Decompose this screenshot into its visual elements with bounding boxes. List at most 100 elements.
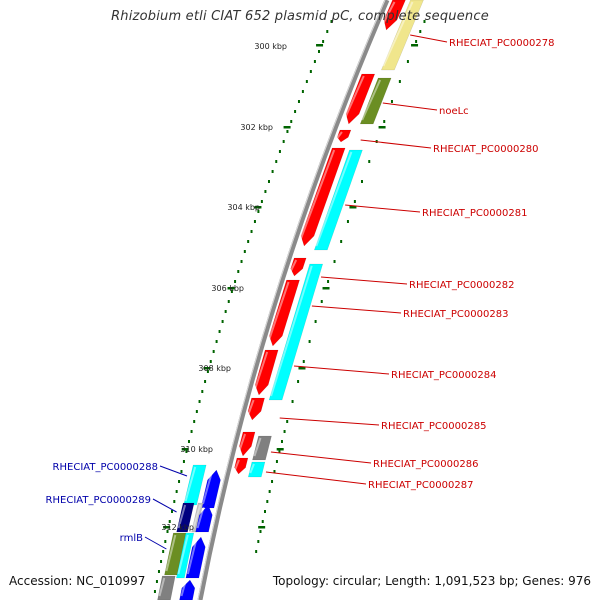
tick-label: 302 kbp	[240, 123, 273, 132]
tick-major-right	[258, 526, 266, 529]
cds-box-navy	[176, 502, 195, 533]
tick-dot-left	[282, 140, 285, 143]
tick-dot-left	[187, 440, 190, 443]
cds-arrow-red	[336, 129, 352, 143]
cds-highlight	[289, 259, 298, 273]
backbone-inner	[197, 0, 386, 601]
tick-dot-left	[278, 150, 281, 153]
tick-dot-left	[206, 370, 209, 373]
gene-label-rheciat-pc0000282[interactable]: RHECIAT_PC0000282	[409, 280, 514, 291]
tick-dot-left	[221, 320, 224, 323]
tick-major-right	[349, 206, 357, 209]
tick-major-right	[411, 44, 419, 47]
leader-line-red	[345, 204, 421, 213]
tick-dot-left	[190, 430, 193, 433]
cds-box-cyan	[313, 149, 363, 251]
leader-line-red	[265, 471, 367, 485]
tick-dot-right	[271, 480, 274, 483]
cds-arrow-red	[239, 431, 256, 457]
tick-dot-right	[314, 320, 317, 323]
tick-dot-left	[253, 220, 256, 223]
cds-highlight	[192, 504, 202, 529]
cds-highlight	[249, 463, 255, 474]
cds-highlight	[180, 581, 187, 597]
tick-dot-left	[257, 210, 260, 213]
tick-dot-left	[195, 410, 198, 413]
gene-label-rheciat-pc0000284[interactable]: RHECIAT_PC0000284	[391, 370, 496, 381]
cds-box-olive	[359, 77, 392, 125]
tick-dot-left	[166, 530, 169, 533]
tick-dot-right	[268, 490, 271, 493]
map-title: Rhizobium etli CIAT 652 plasmid pC, comp…	[111, 9, 489, 24]
tick-dot-left	[294, 110, 297, 113]
tick-dot-right	[398, 80, 401, 83]
cds-arrow-red	[234, 457, 249, 475]
tick-major-left	[283, 126, 291, 129]
gene-label-rheciat-pc0000286[interactable]: RHECIAT_PC0000286	[373, 459, 478, 470]
cds-arrow-red	[345, 73, 376, 125]
gene-label-rheciat-pc0000287[interactable]: RHECIAT_PC0000287	[368, 480, 473, 491]
cds-highlight	[177, 504, 187, 529]
tick-dot-left	[313, 60, 316, 63]
gene-label-rmlb[interactable]: rmlB	[120, 533, 143, 544]
tick-dot-right	[346, 220, 349, 223]
gene-label-rheciat-pc0000283[interactable]: RHECIAT_PC0000283	[403, 309, 508, 320]
gene-label-noelc[interactable]: noeLc	[439, 106, 469, 117]
tick-dot-left	[330, 20, 333, 23]
tick-dot-left	[185, 450, 188, 453]
cds-arrow-red	[247, 397, 265, 421]
tick-major-right	[298, 367, 306, 370]
gene-label-rheciat-pc0000288[interactable]: RHECIAT_PC0000288	[53, 462, 158, 473]
tick-major-right	[322, 287, 330, 290]
cds-highlight	[184, 466, 197, 502]
tick-dot-right	[266, 500, 269, 503]
tick-dot-left	[164, 540, 167, 543]
tick-dot-right	[283, 430, 286, 433]
tick-dot-left	[247, 240, 250, 243]
cds-arrow-red	[383, 0, 406, 31]
tick-dot-right	[297, 380, 300, 383]
tick-major-left	[181, 448, 189, 451]
cds-arrow-blue	[185, 536, 206, 579]
tick-dot-right	[406, 60, 409, 63]
cds-highlight	[267, 281, 290, 343]
cds-highlight	[361, 79, 382, 121]
tick-dotted-guide	[153, 20, 426, 593]
tick-dot-right	[415, 40, 418, 43]
gene-label-rheciat-pc0000280[interactable]: RHECIAT_PC0000280	[433, 144, 538, 155]
tick-dot-left	[212, 350, 215, 353]
cds-box-cyan	[247, 461, 266, 478]
tick-dot-right	[327, 280, 330, 283]
cds-highlight	[343, 75, 365, 121]
cds-box-gray	[252, 435, 272, 461]
tick-label: 304 kbp	[227, 203, 260, 212]
gene-label-rheciat-pc0000278[interactable]: RHECIAT_PC0000278	[449, 38, 554, 49]
cds-arrow-khaki	[380, 0, 424, 71]
tick-dot-right	[275, 460, 278, 463]
backbone-outer	[197, 0, 390, 601]
tick-dot-right	[360, 180, 363, 183]
tick-dot-right	[333, 260, 336, 263]
cds-highlight	[336, 131, 343, 139]
tick-dot-right	[383, 120, 386, 123]
gene-label-rheciat-pc0000285[interactable]: RHECIAT_PC0000285	[381, 421, 486, 432]
tick-dot-left	[209, 360, 212, 363]
topology-summary-text: Topology: circular; Length: 1,091,523 bp…	[272, 574, 591, 588]
gene-label-rheciat-pc0000289[interactable]: RHECIAT_PC0000289	[46, 495, 151, 506]
tick-major-left	[316, 44, 324, 47]
gene-label-rheciat-pc0000281[interactable]: RHECIAT_PC0000281	[422, 208, 527, 219]
tick-dot-left	[173, 500, 176, 503]
tick-dot-left	[230, 290, 233, 293]
cds-highlight	[237, 433, 246, 453]
tick-dot-right	[291, 400, 294, 403]
leader-line-red	[410, 34, 448, 43]
tick-label: 312 kbp	[161, 523, 194, 532]
tick-dot-left	[297, 100, 300, 103]
tick-label: 308 kbp	[198, 364, 231, 373]
cds-arrow-red	[300, 147, 346, 247]
accession-text: Accession: NC_010997	[9, 574, 146, 588]
cds-highlight	[196, 506, 205, 529]
tick-dot-left	[182, 460, 185, 463]
tick-dot-left	[168, 520, 171, 523]
cds-arrow-blue	[195, 504, 213, 533]
